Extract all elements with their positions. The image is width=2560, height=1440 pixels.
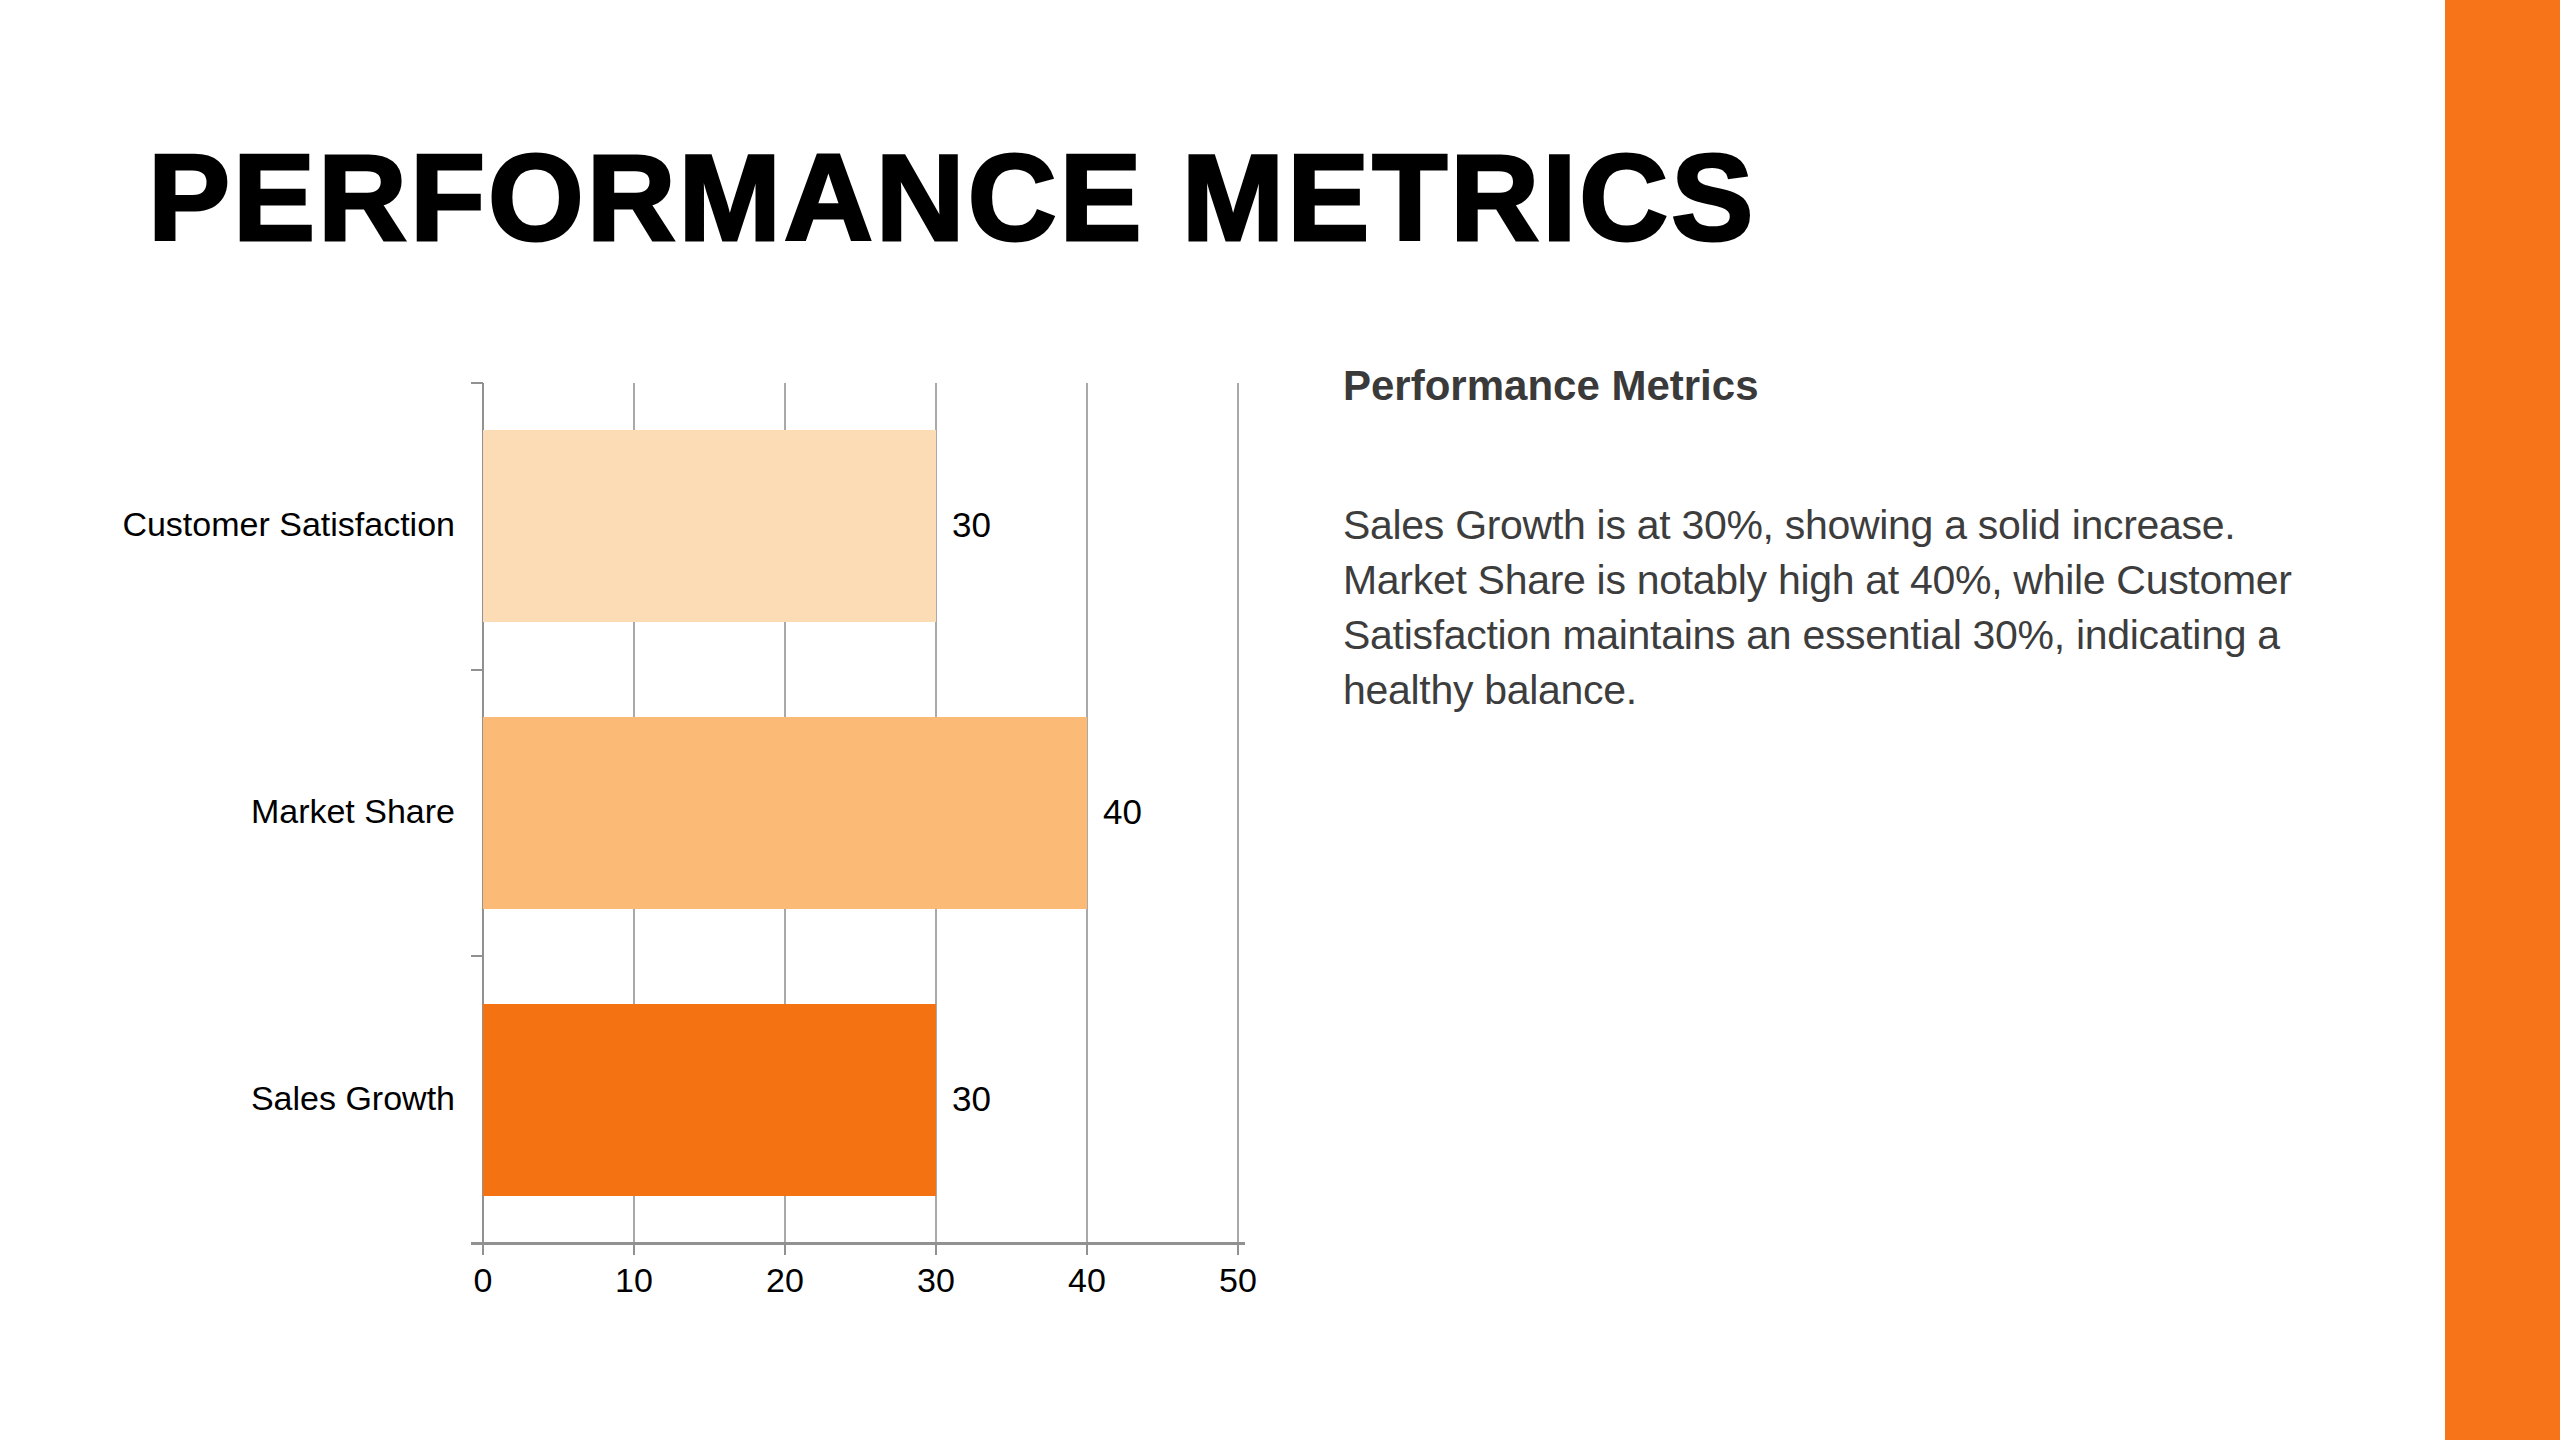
bar-customer-satisfaction <box>483 430 936 622</box>
bar-value-label: 30 <box>952 505 991 545</box>
x-axis-line <box>471 1242 1245 1245</box>
category-label: Customer Satisfaction <box>100 505 455 544</box>
slide-canvas: PERFORMANCE METRICS 01020304050Customer … <box>0 0 2560 1440</box>
category-label: Sales Growth <box>100 1079 455 1118</box>
bar-value-label: 30 <box>952 1079 991 1119</box>
text-panel-heading: Performance Metrics <box>1343 362 1759 410</box>
bar-value-label: 40 <box>1103 792 1142 832</box>
y-tick-mark <box>471 382 483 384</box>
text-panel-paragraph: Sales Growth is at 30%, showing a solid … <box>1343 498 2292 718</box>
bar-market-share <box>483 717 1087 909</box>
paragraph-line: Market Share is notably high at 40%, whi… <box>1343 553 2292 608</box>
bar-sales-growth <box>483 1004 936 1196</box>
paragraph-line: Satisfaction maintains an essential 30%,… <box>1343 608 2292 663</box>
accent-stripe <box>2445 0 2560 1440</box>
x-tick-label: 50 <box>1188 1261 1288 1300</box>
y-tick-mark <box>471 955 483 957</box>
y-tick-mark <box>471 669 483 671</box>
paragraph-line: Sales Growth is at 30%, showing a solid … <box>1343 498 2292 553</box>
x-tick-label: 40 <box>1037 1261 1137 1300</box>
x-tick-label: 30 <box>886 1261 986 1300</box>
gridline <box>1237 383 1239 1243</box>
category-label: Market Share <box>100 792 455 831</box>
paragraph-line: healthy balance. <box>1343 663 2292 718</box>
bar-chart: 0 10 20 30 40 50 Customer Satisfaction 30 Market… <box>0 0 2560 1440</box>
x-tick-label: 20 <box>735 1261 835 1300</box>
x-tick-label: 0 <box>433 1261 533 1300</box>
x-tick-label: 10 <box>584 1261 684 1300</box>
